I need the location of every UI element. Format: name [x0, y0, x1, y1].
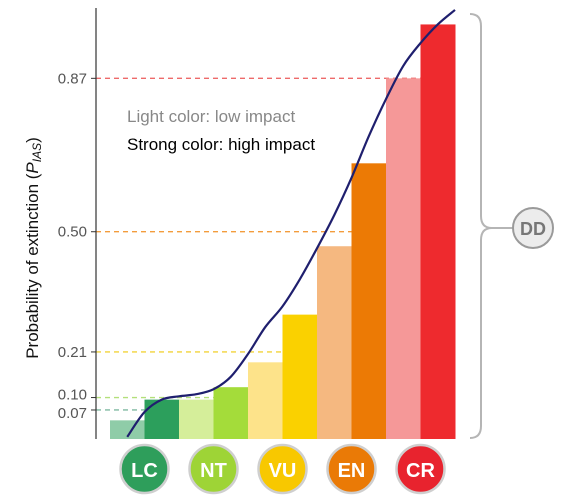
category-badge-label: CR — [406, 460, 435, 482]
category-badges: LC NT VU EN CR — [119, 443, 446, 495]
y-tick-label: 0.50 — [58, 224, 87, 241]
y-axis-label: Probability of extinction (PIAS) — [23, 137, 44, 359]
category-badge-label: NT — [200, 460, 227, 482]
category-badge-circle — [257, 443, 308, 495]
bar-nt-low — [179, 399, 214, 439]
bar-vu-low — [248, 362, 283, 439]
category-badge-label: LC — [131, 460, 158, 482]
bar-en-low — [317, 246, 352, 439]
y-axis-title-symbol: P — [23, 162, 42, 174]
y-ticks: 0.070.10 0.21 0.50 0.87 — [58, 70, 96, 422]
bar-cr-high — [420, 24, 456, 440]
bar-nt-high — [213, 387, 249, 439]
note-low-impact: Light color: low impact — [127, 107, 295, 126]
dd-bracket — [469, 13, 513, 439]
category-badge-lc: LC — [119, 443, 170, 495]
bar-lc-high — [144, 399, 180, 439]
y-axis-title-subscript: IAS — [30, 143, 44, 162]
dd-badge: DD — [512, 207, 554, 249]
y-tick-label: 0.07 — [58, 405, 87, 422]
category-badge-cr: CR — [395, 443, 446, 495]
y-tick-label: 0.10 — [58, 387, 87, 404]
category-badge-nt: NT — [188, 443, 239, 495]
dd-badge-label: DD — [520, 219, 546, 239]
category-badge-circle — [326, 443, 377, 495]
category-badge-circle — [119, 443, 170, 495]
y-tick-label: 0.87 — [58, 70, 87, 87]
category-badge-label: VU — [269, 460, 297, 482]
y-tick-label: 0.21 — [58, 344, 87, 361]
bar-vu-high — [282, 314, 318, 439]
category-badge-circle — [188, 443, 239, 495]
category-badge-vu: VU — [257, 443, 308, 495]
category-badge-circle — [395, 443, 446, 495]
y-axis-title-main: Probability of extinction ( — [23, 173, 42, 359]
category-badge-en: EN — [326, 443, 377, 495]
extinction-curve — [126, 9, 456, 438]
legend-notes: Light color: low impact Strong color: hig… — [127, 107, 315, 154]
y-axis-title: Probability of extinction (PIAS) — [23, 137, 44, 359]
bar-cr-low — [386, 78, 421, 440]
bars-group — [110, 24, 456, 440]
category-badge-label: EN — [338, 460, 366, 482]
dd-badge-circle — [512, 207, 554, 249]
bar-en-high — [351, 163, 387, 439]
y-axis-title-close: ) — [23, 137, 42, 143]
note-high-impact: Strong color: high impact — [127, 135, 315, 154]
